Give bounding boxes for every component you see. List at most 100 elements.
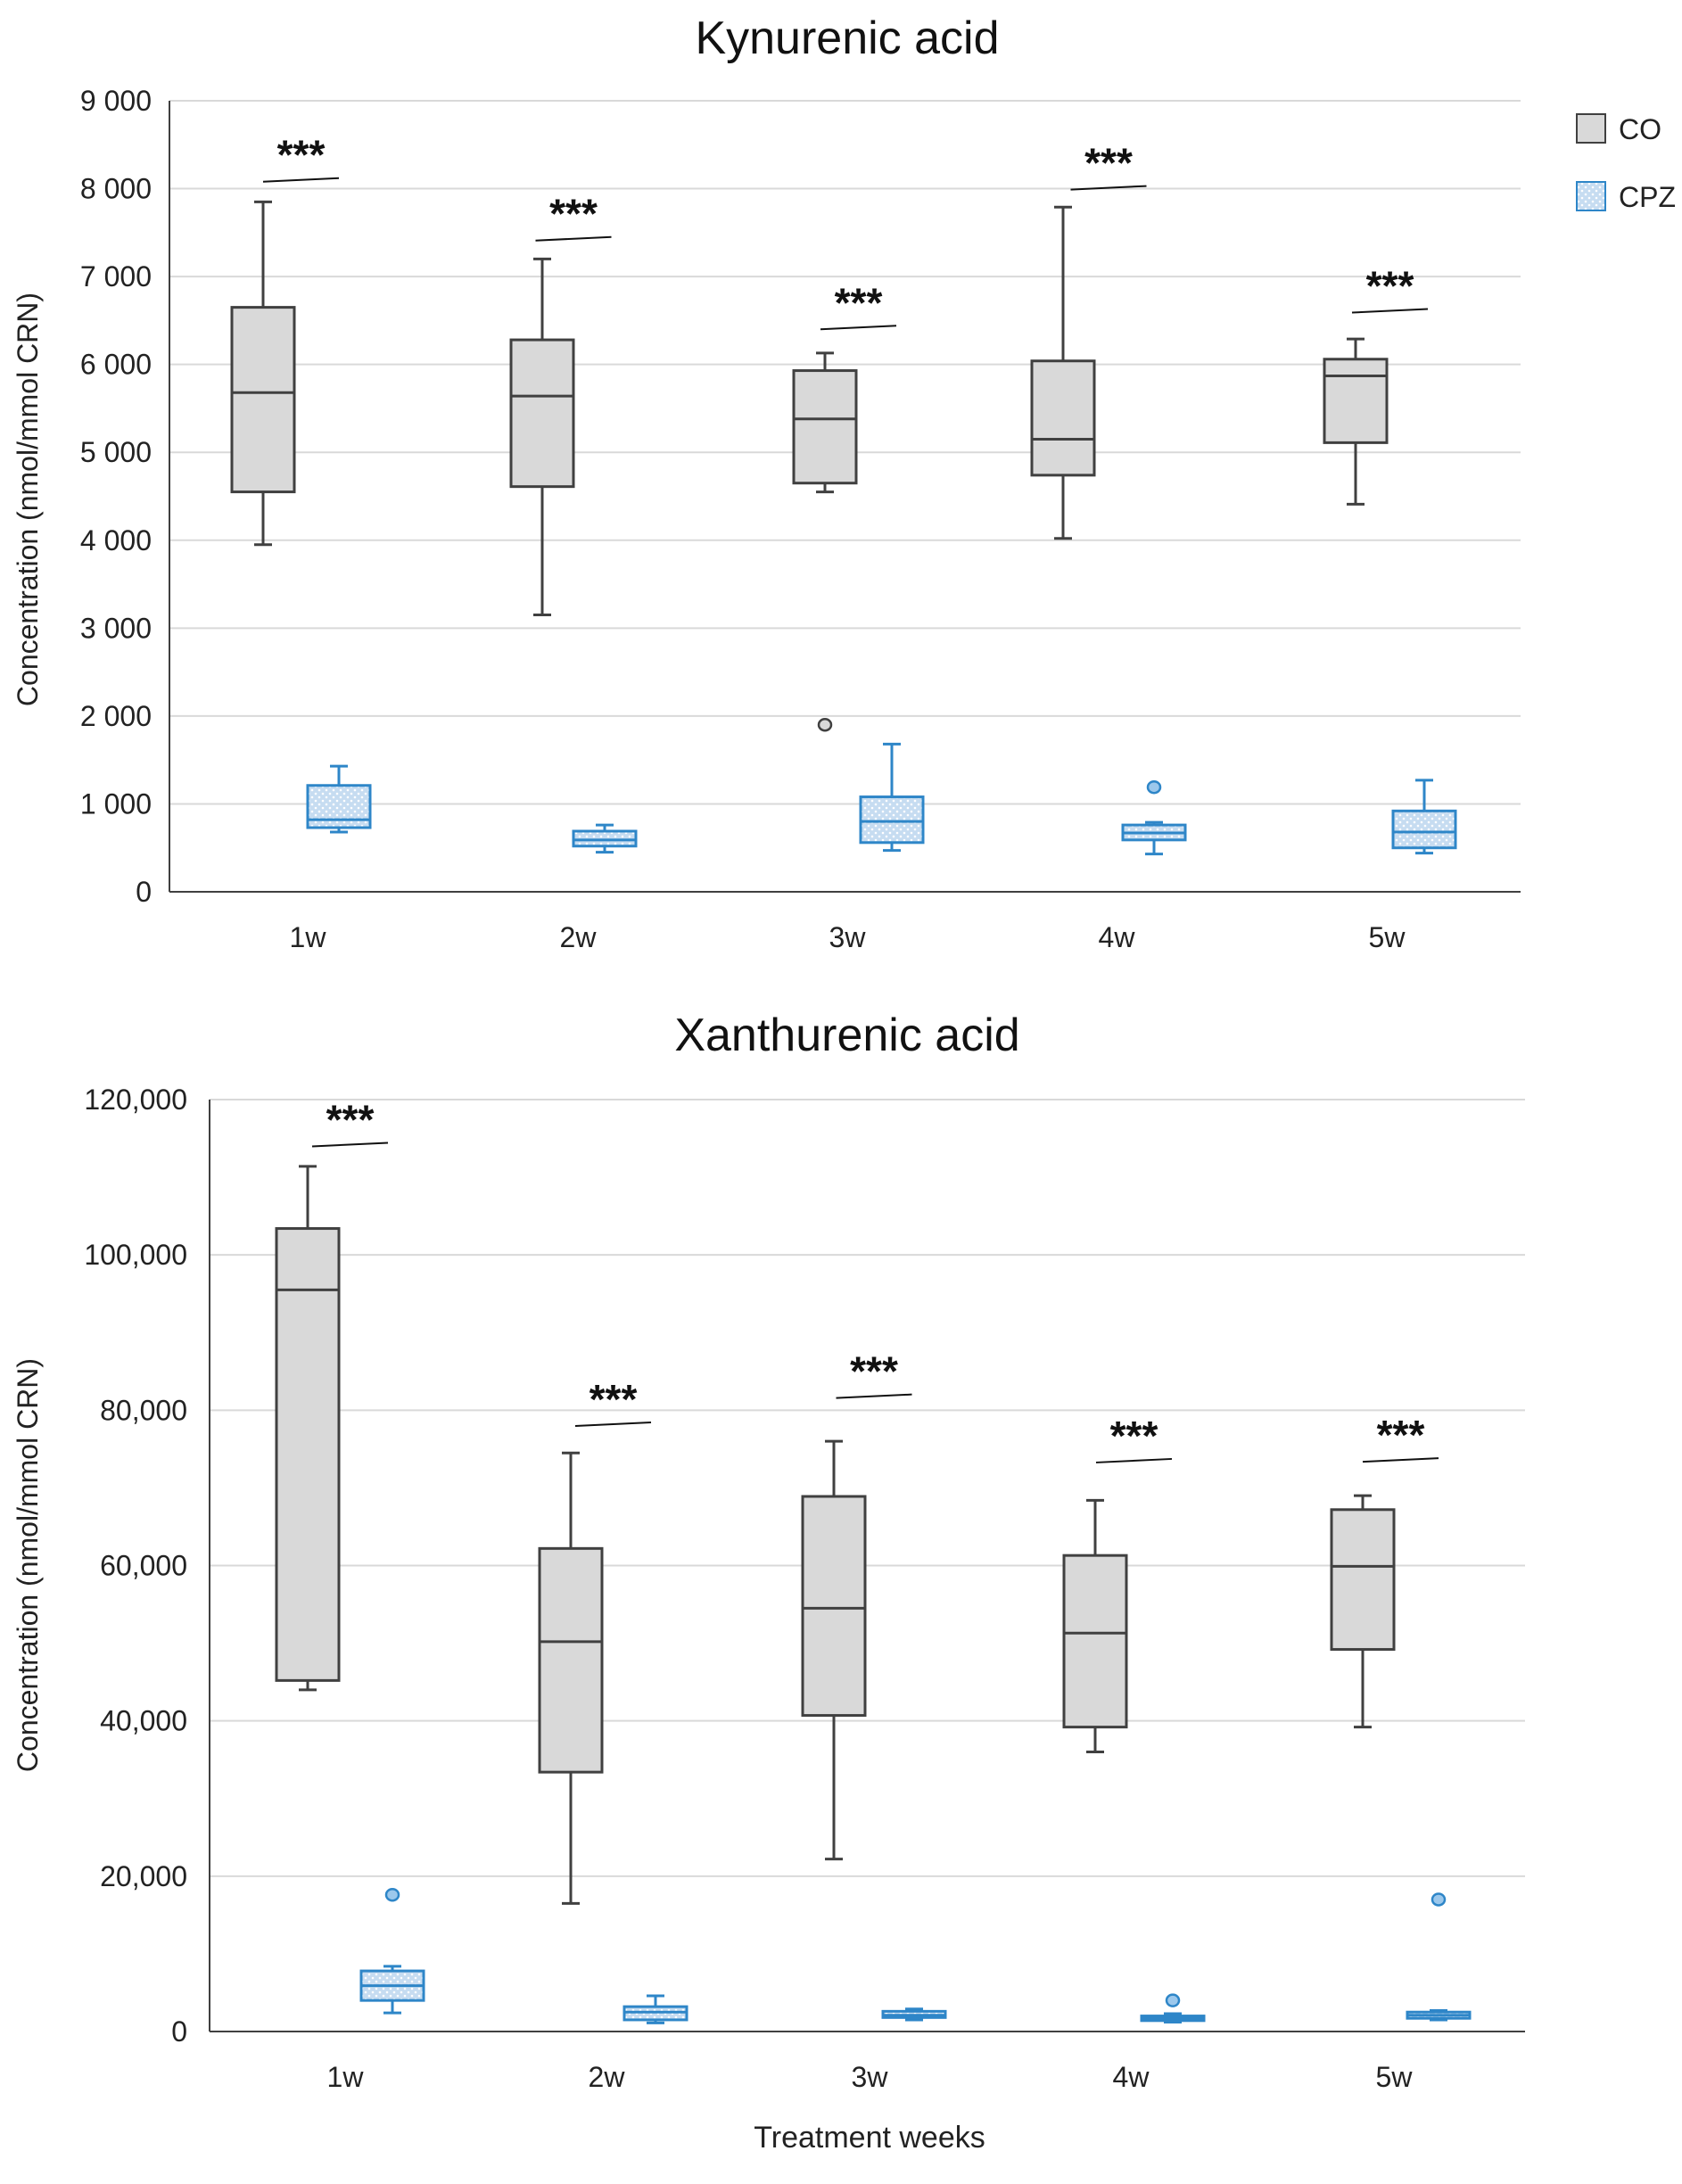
y-tick-label: 8 000 <box>80 173 152 205</box>
box-plots <box>230 200 1457 856</box>
cpz-box-1w <box>306 764 372 834</box>
y-tick-label: 60,000 <box>100 1550 187 1582</box>
chart-title: Xanthurenic acid <box>674 1010 1019 1061</box>
co-box-1w <box>230 200 296 547</box>
x-tick-labels: 1w 2w 3w 4w 5w <box>290 921 1406 953</box>
significance-stars: *** <box>277 132 326 178</box>
cpz-box-4w <box>1140 1993 1206 2024</box>
legend-label-co: CO <box>1619 113 1661 145</box>
y-axis-label: Concentration (nmol/mmol CRN) <box>12 1358 44 1772</box>
significance-stars: *** <box>1366 263 1414 309</box>
significance-line <box>535 235 612 242</box>
x-tick-label: 5w <box>1376 2061 1414 2093</box>
cpz-box-2w <box>623 1994 688 2024</box>
co-box-2w <box>538 1451 604 1905</box>
iqr-box <box>801 1495 867 1718</box>
y-tick-label: 6 000 <box>80 349 152 381</box>
cpz-box-4w <box>1121 779 1187 856</box>
y-tick-labels: 0 20,000 40,000 60,000 80,000 100,000 120,000 <box>84 1084 187 2048</box>
x-tick-labels: 1w 2w 3w 4w 5w <box>327 2061 1414 2093</box>
x-tick-label: 2w <box>589 2061 626 2093</box>
significance-line <box>1351 308 1429 314</box>
cpz-box-5w <box>1391 779 1457 855</box>
legend-swatch-co <box>1576 113 1606 144</box>
cpz-box-2w <box>572 823 638 854</box>
x-tick-label: 4w <box>1113 2061 1150 2093</box>
outlier-point <box>1165 1993 1181 2007</box>
gridlines <box>210 1099 1525 1877</box>
legend: CO CPZ <box>1576 113 1676 213</box>
cpz-box-1w <box>359 1887 425 2015</box>
significance-stars: *** <box>590 1376 638 1422</box>
iqr-box <box>1062 1554 1128 1729</box>
significance-line <box>262 177 340 183</box>
significance-line <box>836 1393 912 1399</box>
iqr-box <box>859 795 925 845</box>
x-tick-label: 4w <box>1099 921 1136 953</box>
co-box-5w <box>1323 337 1389 506</box>
y-tick-labels: 0 1 000 2 000 3 000 4 000 5 000 6 000 7 000 8 00… <box>80 85 152 908</box>
y-tick-label: 1 000 <box>80 787 152 820</box>
co-box-2w <box>509 257 575 617</box>
cpz-box-3w <box>859 742 925 853</box>
co-box-4w <box>1062 1498 1128 1753</box>
y-tick-label: 7 000 <box>80 260 152 293</box>
y-tick-label: 20,000 <box>100 1860 187 1892</box>
y-tick-label: 9 000 <box>80 85 152 117</box>
co-box-3w <box>801 1439 867 1861</box>
xanthurenic-acid-chart: Xanthurenic acid 0 20,000 40,000 60,000 80,0… <box>12 1010 1525 2155</box>
kynurenic-acid-chart: Kynurenic acid 0 1 000 2 000 3 000 4 000 5 00… <box>12 12 1676 953</box>
significance-stars: *** <box>835 279 883 326</box>
significance-stars: *** <box>549 191 598 237</box>
significance-line <box>1070 185 1147 191</box>
co-box-3w <box>792 351 858 732</box>
x-tick-label: 3w <box>829 921 867 953</box>
x-tick-label: 1w <box>327 2061 365 2093</box>
box-plots <box>275 1165 1472 2024</box>
y-tick-label: 80,000 <box>100 1394 187 1426</box>
y-tick-label: 120,000 <box>84 1084 187 1116</box>
significance-line <box>311 1141 389 1148</box>
outlier-point <box>1146 779 1162 795</box>
outlier-point <box>817 717 833 732</box>
x-tick-label: 5w <box>1369 921 1406 953</box>
x-tick-label: 2w <box>560 921 598 953</box>
axes <box>209 1100 1525 2032</box>
legend-label-cpz: CPZ <box>1619 181 1676 213</box>
y-tick-label: 40,000 <box>100 1705 187 1737</box>
cpz-box-5w <box>1406 1892 1472 2022</box>
significance-stars: *** <box>1110 1413 1158 1459</box>
significance-line <box>820 325 897 331</box>
iqr-box <box>792 369 858 485</box>
iqr-box <box>230 306 296 494</box>
iqr-box <box>1330 1508 1396 1652</box>
significance-line <box>1362 1457 1439 1463</box>
y-tick-label: 5 000 <box>80 436 152 468</box>
x-tick-label: 1w <box>290 921 327 953</box>
outlier-point <box>384 1887 400 1902</box>
chart-title: Kynurenic acid <box>695 12 999 64</box>
legend-swatch-cpz <box>1576 181 1606 211</box>
significance-markers: *** *** *** *** *** <box>311 1097 1439 1463</box>
y-tick-label: 4 000 <box>80 524 152 556</box>
co-box-1w <box>275 1165 341 1692</box>
y-tick-label: 0 <box>171 2015 187 2048</box>
iqr-box <box>538 1546 604 1774</box>
significance-line <box>574 1422 652 1428</box>
x-tick-label: 3w <box>852 2061 889 2093</box>
y-tick-label: 2 000 <box>80 700 152 732</box>
significance-stars: *** <box>1084 140 1133 186</box>
y-tick-label: 3 000 <box>80 612 152 644</box>
y-tick-label: 0 <box>136 876 152 908</box>
iqr-box <box>1391 809 1457 850</box>
significance-markers: *** *** *** *** *** <box>262 132 1429 331</box>
significance-stars: *** <box>326 1097 375 1143</box>
outlier-point <box>1431 1892 1447 1907</box>
iqr-box <box>509 338 575 489</box>
co-box-5w <box>1330 1494 1396 1729</box>
cpz-box-3w <box>881 2007 947 2022</box>
iqr-box <box>1030 359 1096 477</box>
co-box-4w <box>1030 205 1096 540</box>
y-axis-label: Concentration (nmol/mmol CRN) <box>12 293 44 706</box>
